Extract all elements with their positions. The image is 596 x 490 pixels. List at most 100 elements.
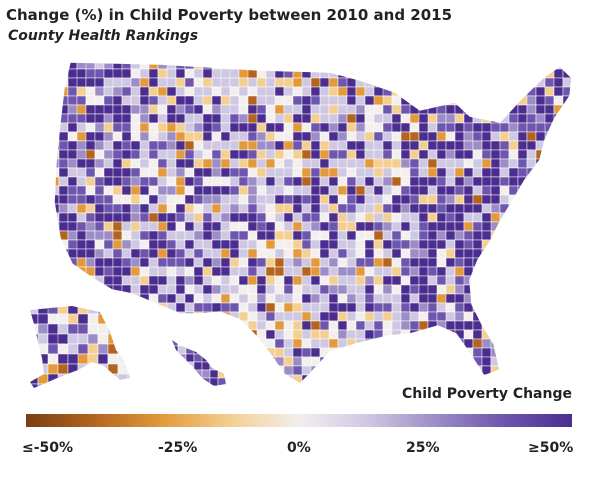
county-cell xyxy=(130,212,141,223)
county-cell xyxy=(121,185,132,196)
county-cell xyxy=(121,302,132,313)
county-cell xyxy=(220,284,231,295)
alaska-counties xyxy=(30,306,130,388)
county-cell xyxy=(337,167,348,178)
county-cell xyxy=(427,374,438,384)
county-cell xyxy=(139,248,150,259)
county-cell xyxy=(355,212,366,223)
county-cell xyxy=(54,257,60,268)
county-cell xyxy=(94,185,105,196)
county-cell xyxy=(535,329,546,340)
county-cell xyxy=(67,194,78,205)
county-cell xyxy=(355,113,366,124)
county-cell xyxy=(67,343,79,355)
county-cell xyxy=(472,212,483,223)
county-cell xyxy=(445,320,456,331)
county-cell xyxy=(571,104,572,115)
county-cell xyxy=(373,383,384,384)
county-cell xyxy=(274,158,285,169)
county-cell xyxy=(472,185,483,196)
county-cell xyxy=(130,77,141,88)
county-cell xyxy=(535,338,546,349)
county-cell xyxy=(139,77,150,88)
county-cell xyxy=(400,149,411,160)
county-cell xyxy=(436,131,447,142)
legend-ticks: ≤-50% -25% 0% 25% ≥50% xyxy=(0,440,596,460)
county-cell xyxy=(310,275,321,286)
county-cell xyxy=(58,149,69,160)
county-cell xyxy=(175,194,186,205)
county-cell xyxy=(121,194,132,205)
county-cell xyxy=(463,86,479,97)
county-cell xyxy=(47,353,59,365)
county-cell xyxy=(193,122,204,133)
county-cell xyxy=(76,122,87,133)
county-cell xyxy=(400,293,411,304)
county-cell xyxy=(130,122,141,133)
county-cell xyxy=(481,158,492,169)
county-cell xyxy=(130,221,141,232)
county-cell xyxy=(103,239,114,250)
county-cell xyxy=(409,62,420,70)
county-cell xyxy=(157,131,168,142)
county-cell xyxy=(400,266,411,277)
county-cell xyxy=(553,356,569,367)
county-cell xyxy=(454,203,465,214)
county-cell xyxy=(562,320,572,331)
county-cell xyxy=(238,329,249,340)
county-cell xyxy=(256,257,267,268)
county-cell xyxy=(328,338,339,349)
county-cell xyxy=(130,374,146,384)
county-cell xyxy=(247,374,258,384)
county-cell xyxy=(553,158,564,169)
county-cell xyxy=(121,320,137,331)
county-cell xyxy=(112,302,123,313)
county-cell xyxy=(238,275,249,286)
county-cell xyxy=(220,383,236,384)
county-cell xyxy=(238,374,249,384)
county-cell xyxy=(535,275,546,286)
county-cell xyxy=(409,68,420,79)
county-cell xyxy=(517,374,528,384)
county-cell xyxy=(76,176,87,187)
county-cell xyxy=(77,353,89,365)
county-cell xyxy=(67,131,78,142)
county-cell xyxy=(346,320,357,331)
county-cell xyxy=(364,149,375,160)
county-cell xyxy=(373,158,384,169)
county-cell xyxy=(193,194,204,205)
county-cell xyxy=(148,230,159,241)
county-cell xyxy=(526,338,537,349)
county-cell xyxy=(328,356,339,367)
county-cell xyxy=(445,212,456,223)
legend-tick-pos25: 25% xyxy=(406,440,440,456)
county-cell xyxy=(400,302,411,313)
county-cell xyxy=(139,320,155,331)
county-cell xyxy=(571,185,572,196)
county-cell xyxy=(238,347,249,358)
county-cell xyxy=(508,257,519,268)
county-cell xyxy=(58,62,69,70)
county-cell xyxy=(391,95,402,106)
county-cell xyxy=(445,68,461,79)
county-cell xyxy=(172,345,179,355)
county-cell xyxy=(427,212,438,223)
county-cell xyxy=(229,113,240,124)
county-cell xyxy=(490,275,506,286)
county-cell xyxy=(112,167,123,178)
county-cell xyxy=(544,221,555,232)
county-cell xyxy=(67,185,78,196)
county-cell xyxy=(544,356,560,367)
county-cell xyxy=(463,194,474,205)
county-cell xyxy=(157,68,168,79)
county-cell xyxy=(217,340,226,347)
county-cell xyxy=(535,302,546,313)
county-cell xyxy=(94,62,105,70)
county-cell xyxy=(499,95,510,106)
county-cell xyxy=(184,68,195,79)
county-cell xyxy=(337,185,348,196)
county-cell xyxy=(544,275,555,286)
county-cell xyxy=(427,176,438,187)
county-cell xyxy=(274,275,285,286)
county-cell xyxy=(301,320,312,331)
